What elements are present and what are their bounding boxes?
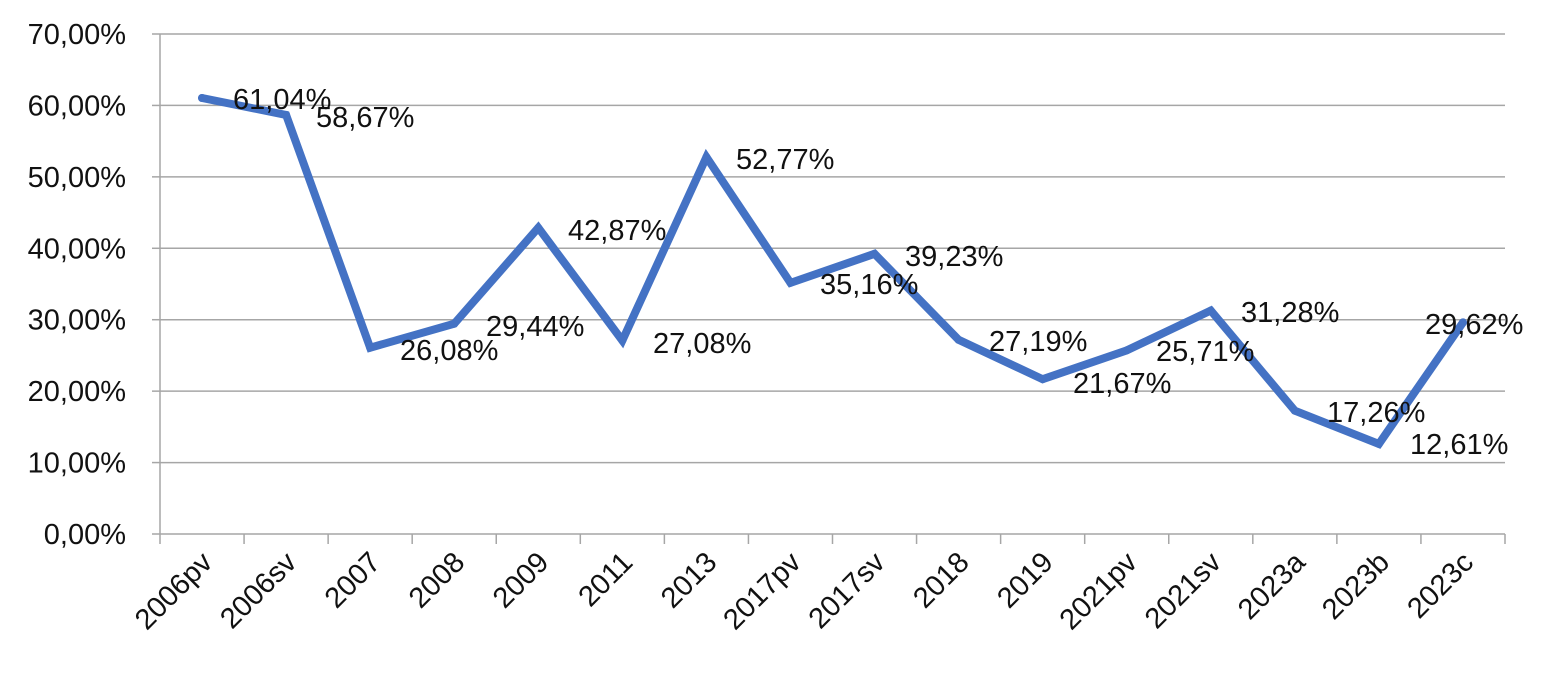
- data-label: 52,77%: [736, 144, 834, 176]
- data-point: [450, 319, 459, 328]
- data-label: 26,08%: [400, 335, 498, 367]
- data-label: 42,87%: [568, 215, 666, 247]
- series-line: [198, 94, 1467, 449]
- data-point: [1122, 346, 1131, 355]
- x-tick-label: 2006pv: [129, 546, 219, 636]
- x-tick-label: 2008: [403, 546, 471, 614]
- data-point: [282, 110, 291, 119]
- data-labels: 61,04%58,67% 26,08%29,44% 42,87% 27,08% 52,7…: [233, 84, 1523, 461]
- x-tick-label: 2007: [319, 546, 387, 614]
- data-label: 29,62%: [1425, 309, 1523, 341]
- x-tick-label: 2023a: [1232, 546, 1312, 626]
- data-point: [618, 336, 627, 345]
- y-tick-label: 20,00%: [28, 376, 126, 408]
- x-tick-label: 2017pv: [718, 546, 808, 636]
- y-axis-tick-labels: 0,00% 10,00% 20,00% 30,00% 40,00% 50,00% 60,00…: [28, 19, 126, 551]
- x-tick-label: 2023b: [1316, 546, 1396, 626]
- data-label: 31,28%: [1241, 297, 1339, 329]
- data-label: 58,67%: [316, 102, 414, 134]
- data-point: [534, 223, 543, 232]
- data-point: [954, 335, 963, 344]
- x-tick-label: 2019: [991, 546, 1059, 614]
- data-point: [1038, 375, 1047, 384]
- x-tick-label: 2017sv: [803, 546, 892, 635]
- series-layer: [198, 94, 1467, 449]
- x-tick-label: 2009: [487, 546, 555, 614]
- data-label: 21,67%: [1073, 368, 1171, 400]
- data-label: 39,23%: [905, 241, 1003, 273]
- data-point: [702, 153, 711, 162]
- data-label: 12,61%: [1410, 429, 1508, 461]
- data-label: 17,26%: [1327, 397, 1425, 429]
- data-point: [786, 278, 795, 287]
- data-point: [1290, 406, 1299, 415]
- data-label: 61,04%: [233, 84, 331, 116]
- x-tick-label: 2021pv: [1054, 546, 1144, 636]
- axes: [152, 33, 1506, 544]
- data-point: [366, 343, 375, 352]
- data-label: 29,44%: [486, 311, 584, 343]
- y-tick-label: 50,00%: [28, 162, 126, 194]
- y-tick-label: 10,00%: [28, 448, 126, 480]
- data-point: [198, 94, 207, 102]
- data-point: [870, 249, 879, 258]
- gridlines: [160, 33, 1505, 464]
- x-tick-label: 2006sv: [214, 546, 303, 635]
- data-label: 27,19%: [989, 326, 1087, 358]
- data-point: [1206, 306, 1215, 315]
- data-point: [1458, 318, 1467, 327]
- x-tick-label: 2011: [573, 546, 640, 613]
- y-tick-label: 70,00%: [28, 19, 126, 51]
- data-label: 35,16%: [820, 269, 918, 301]
- y-tick-label: 40,00%: [28, 233, 126, 265]
- y-tick-label: 0,00%: [44, 519, 126, 551]
- x-tick-label: 2018: [907, 546, 975, 614]
- data-point: [1374, 439, 1383, 448]
- y-tick-label: 30,00%: [28, 305, 126, 337]
- data-label: 27,08%: [653, 328, 751, 360]
- y-tick-label: 60,00%: [28, 90, 126, 122]
- x-tick-label: 2013: [655, 546, 723, 614]
- data-label: 25,71%: [1156, 336, 1254, 368]
- x-tick-label: 2021sv: [1139, 546, 1228, 635]
- x-tick-label: 2023c: [1401, 546, 1479, 624]
